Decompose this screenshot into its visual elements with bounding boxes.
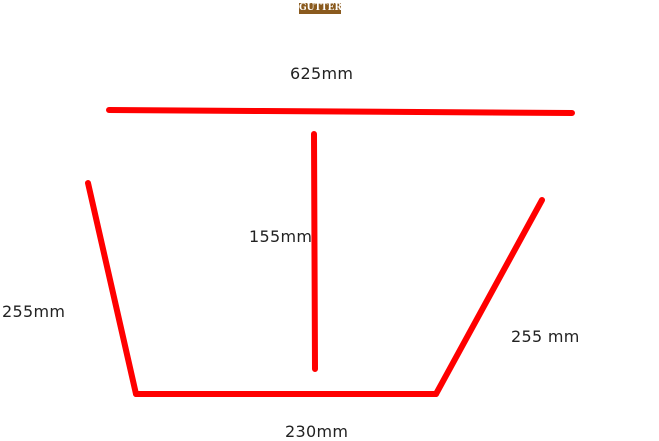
corner-mark: ' bbox=[0, 0, 3, 5]
left-side-label: 255mm bbox=[2, 302, 65, 321]
left-side-line bbox=[85, 180, 139, 397]
right-side-label: 255 mm bbox=[511, 327, 580, 346]
top-width-label: 625mm bbox=[290, 64, 353, 83]
depth-label: 155mm bbox=[249, 227, 312, 246]
base-width-label: 230mm bbox=[285, 422, 348, 441]
top-width-line bbox=[106, 107, 575, 116]
depth-line bbox=[311, 131, 318, 372]
diagram-title: GUTTER bbox=[299, 3, 342, 14]
right-side-line bbox=[433, 197, 545, 397]
